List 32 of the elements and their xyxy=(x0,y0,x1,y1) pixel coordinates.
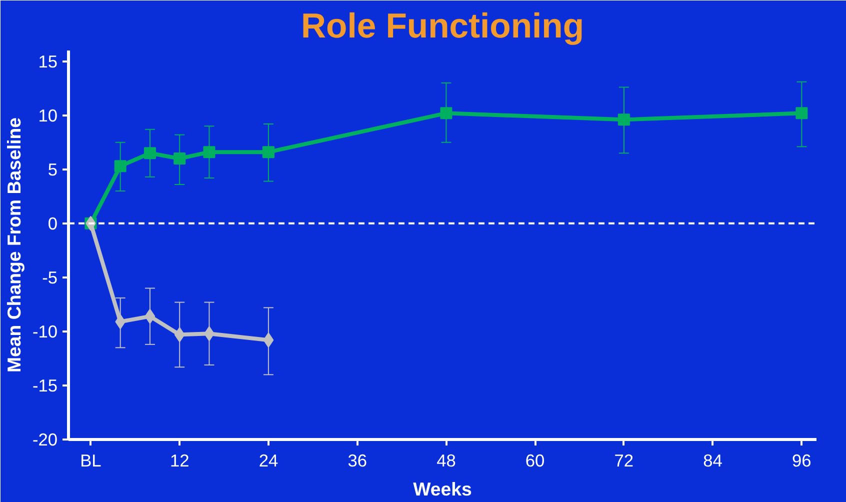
x-tick-label: 48 xyxy=(436,450,456,470)
y-tick-label: 0 xyxy=(48,213,58,234)
x-tick-label: 12 xyxy=(170,450,190,470)
y-tick-label: -20 xyxy=(32,430,58,450)
x-tick-label: 84 xyxy=(703,450,723,470)
point xyxy=(262,146,274,158)
point xyxy=(263,332,274,348)
y-axis-title: Mean Change From Baseline xyxy=(3,117,24,373)
y-tick-label: 10 xyxy=(38,105,58,126)
point xyxy=(144,147,156,160)
point xyxy=(174,152,186,165)
y-tick-label: -5 xyxy=(42,267,58,288)
x-tick-label: 60 xyxy=(525,450,545,470)
chart-title: Role Functioning xyxy=(301,8,584,46)
x-tick-label: 72 xyxy=(614,450,634,470)
x-tick-label: 96 xyxy=(792,450,812,470)
point xyxy=(144,308,156,324)
point xyxy=(115,314,126,330)
x-tick-label: 36 xyxy=(348,450,367,470)
point xyxy=(203,146,216,158)
x-tick-label: BL xyxy=(80,450,102,470)
x-tick-label: 24 xyxy=(258,450,278,470)
point xyxy=(618,114,630,126)
point xyxy=(440,107,452,120)
point xyxy=(174,327,185,342)
y-tick-label: 5 xyxy=(48,159,58,180)
y-tick-label: 15 xyxy=(38,51,58,72)
x-axis-title: Weeks xyxy=(413,478,472,500)
y-tick-label: -15 xyxy=(32,375,58,396)
point xyxy=(796,107,808,120)
point xyxy=(114,160,126,172)
y-tick-label: -10 xyxy=(32,321,58,342)
